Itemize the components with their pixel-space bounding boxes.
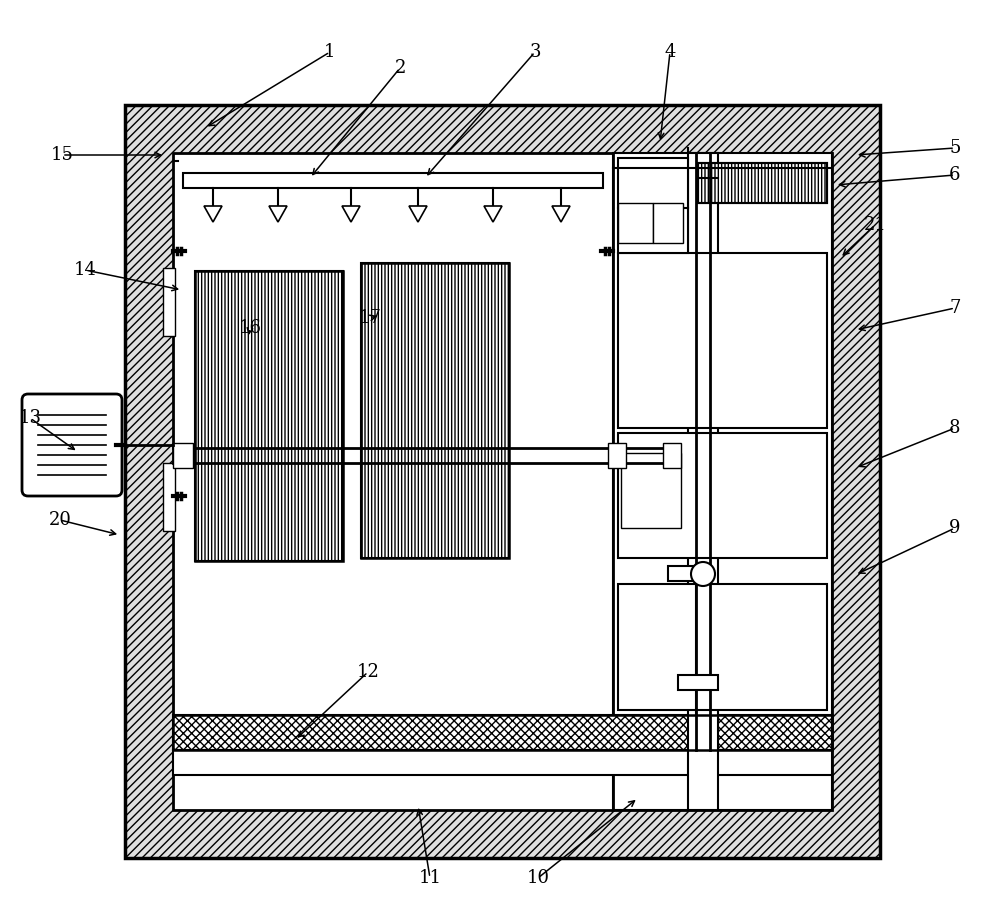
Bar — [173, 715, 832, 750]
Bar — [173, 750, 832, 775]
Text: 15: 15 — [51, 146, 73, 164]
Bar — [183, 173, 603, 188]
Bar — [618, 158, 688, 253]
Text: 9: 9 — [949, 519, 961, 537]
Bar — [698, 163, 827, 203]
Bar — [173, 153, 832, 810]
Polygon shape — [552, 206, 570, 222]
Text: 13: 13 — [18, 409, 42, 427]
Text: 14: 14 — [74, 261, 96, 279]
Bar — [173, 715, 832, 750]
Bar — [698, 163, 827, 203]
Bar — [173, 443, 193, 468]
Bar — [688, 153, 718, 810]
Bar — [621, 453, 681, 528]
Bar — [163, 463, 175, 531]
Bar — [663, 443, 681, 468]
Text: 5: 5 — [949, 139, 961, 157]
Bar — [653, 203, 683, 243]
Bar — [668, 566, 698, 581]
Bar — [613, 153, 832, 810]
Polygon shape — [342, 206, 360, 222]
Bar — [361, 263, 509, 558]
Text: 10: 10 — [526, 869, 550, 887]
Text: 21: 21 — [864, 216, 886, 234]
Text: 6: 6 — [949, 166, 961, 184]
Bar — [618, 584, 827, 710]
Text: 7: 7 — [949, 299, 961, 317]
Text: 12: 12 — [357, 663, 379, 681]
Text: 2: 2 — [394, 59, 406, 77]
Bar — [618, 433, 827, 558]
Bar — [195, 271, 343, 561]
Bar — [618, 203, 653, 243]
Bar — [618, 253, 827, 428]
Text: 20: 20 — [49, 511, 71, 529]
Bar — [195, 271, 343, 561]
Bar — [361, 263, 509, 558]
Bar — [125, 105, 880, 858]
Text: 4: 4 — [664, 43, 676, 61]
Bar — [163, 268, 175, 336]
Polygon shape — [409, 206, 427, 222]
Text: 11: 11 — [418, 869, 442, 887]
Polygon shape — [269, 206, 287, 222]
Polygon shape — [204, 206, 222, 222]
Text: 8: 8 — [949, 419, 961, 437]
Text: 1: 1 — [324, 43, 336, 61]
FancyBboxPatch shape — [22, 394, 122, 496]
Text: 16: 16 — [239, 319, 262, 337]
Bar — [608, 443, 626, 468]
Bar — [678, 675, 718, 690]
Polygon shape — [484, 206, 502, 222]
Circle shape — [691, 562, 715, 586]
Text: 17: 17 — [359, 309, 381, 327]
Text: 3: 3 — [529, 43, 541, 61]
